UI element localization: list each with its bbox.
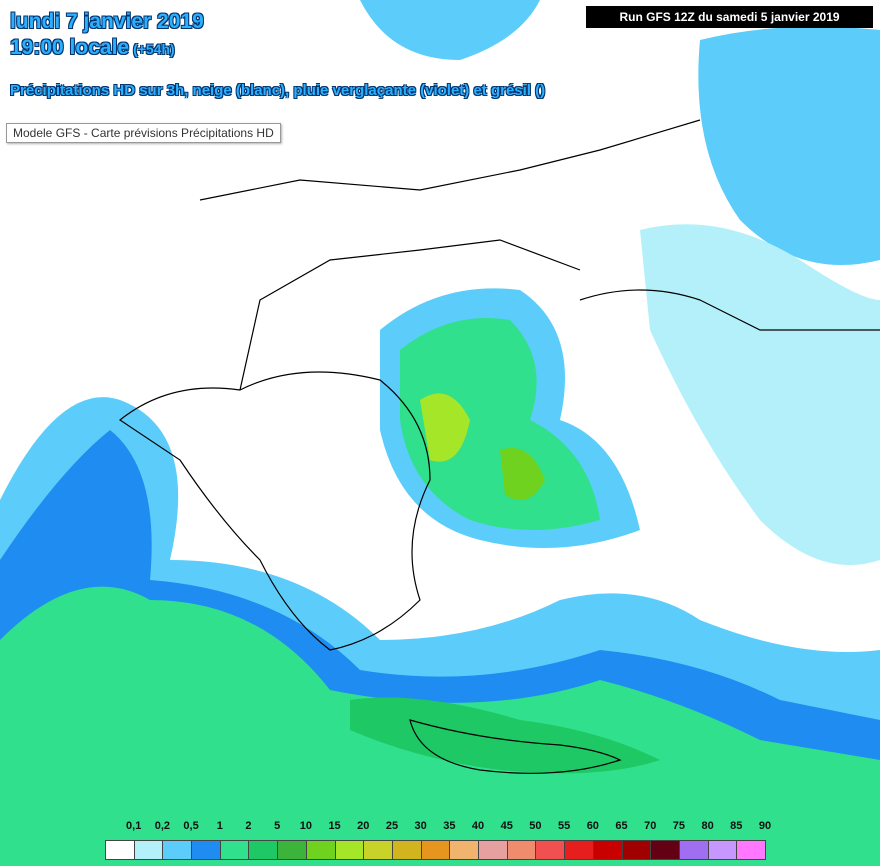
legend-swatch (133, 840, 164, 860)
legend-label: 30 (414, 820, 427, 832)
legend-label: 40 (471, 820, 485, 832)
legend-swatch (592, 840, 623, 860)
legend-label: 20 (357, 820, 370, 832)
legend-label: 15 (328, 820, 341, 832)
legend-label: 35 (443, 820, 456, 832)
legend-swatch (478, 840, 508, 860)
legend-swatch (219, 840, 250, 860)
legend-swatch (449, 840, 480, 860)
borders (118, 119, 880, 774)
legend-label: 0,2 (154, 820, 171, 832)
legend-label: 85 (730, 820, 743, 832)
legend-label: 2 (245, 820, 252, 832)
legend-label: 65 (615, 820, 628, 832)
forecast-description: Précipitations HD sur 3h, neige (blanc),… (10, 82, 546, 99)
legend-label: 70 (644, 820, 657, 832)
legend-swatch (707, 840, 738, 860)
legend-label: 45 (500, 820, 513, 832)
forecast-offset: (+54h) (133, 41, 175, 57)
legend-swatch (506, 840, 537, 860)
legend-swatch (564, 840, 594, 860)
legend-swatch (105, 840, 135, 860)
legend-swatch (305, 840, 336, 860)
forecast-date: lundi 7 janvier 2019 (10, 10, 204, 33)
legend-label: 75 (672, 820, 686, 832)
legend-swatch (650, 840, 680, 860)
legend-label: 0,1 (126, 820, 142, 832)
legend-swatch (162, 840, 193, 860)
legend-label: 90 (758, 820, 772, 832)
legend-label: 1 (216, 820, 223, 832)
legend-label: 0,5 (183, 820, 199, 832)
legend-swatch (535, 840, 566, 860)
legend-swatch (621, 840, 652, 860)
color-legend: 0,1 0,2 0,5 1 2 5 10 15 20 25 30 35 40 45 50 55 60 65 70 75… (105, 818, 771, 862)
legend-swatch (248, 840, 279, 860)
legend-swatch (391, 840, 422, 860)
legend-swatch (277, 840, 307, 860)
legend-label: 55 (558, 820, 571, 832)
legend-label: 80 (701, 820, 714, 832)
legend-swatch (678, 840, 709, 860)
legend-swatch (736, 840, 766, 860)
forecast-time: 19:00 locale (10, 36, 130, 59)
legend-label: 5 (274, 820, 281, 832)
legend-swatch (363, 840, 393, 860)
legend-label: 50 (529, 820, 542, 832)
legend-label: 10 (299, 820, 312, 832)
forecast-time-line: 19:00 locale (+54h) (10, 36, 175, 60)
legend-swatch (420, 840, 451, 860)
run-label: Run GFS 12Z du samedi 5 janvier 2019 (586, 6, 873, 28)
legend-label: 60 (586, 820, 599, 832)
tooltip: Modele GFS - Carte prévisions Précipitat… (6, 123, 281, 143)
legend-label: 25 (385, 820, 399, 832)
legend-swatch (191, 840, 221, 860)
legend-swatch (334, 840, 365, 860)
